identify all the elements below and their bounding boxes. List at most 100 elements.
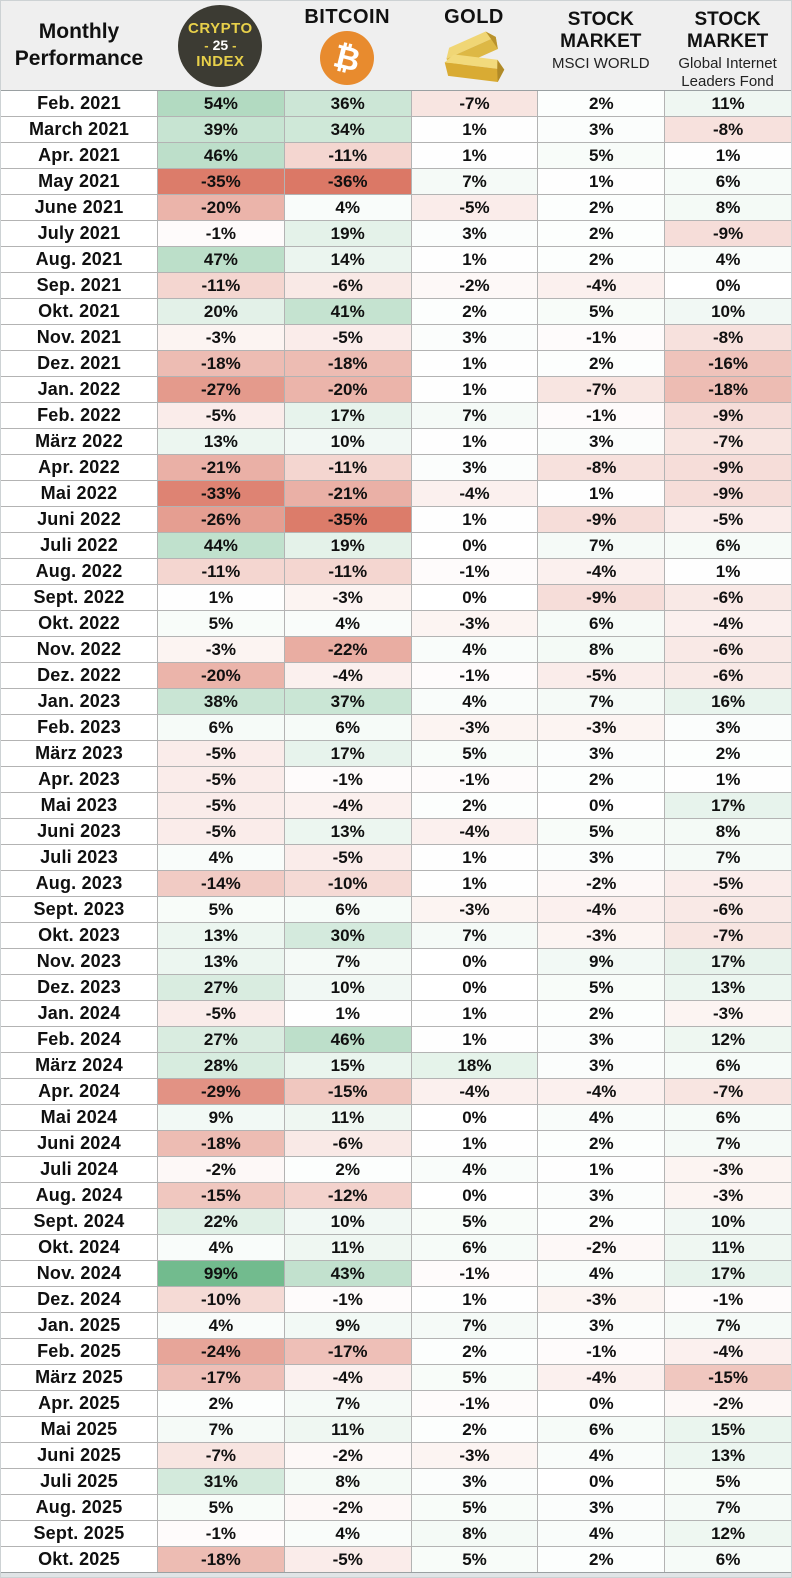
value-cell: 1%	[283, 1001, 411, 1026]
value-cell: 2%	[410, 1339, 538, 1364]
value-cell: -1%	[157, 1521, 284, 1546]
value-cell: 3%	[537, 845, 665, 870]
value-cell: 1%	[410, 871, 538, 896]
value-cell: 5%	[537, 819, 665, 844]
value-cell: 6%	[664, 169, 791, 194]
value-cell: -15%	[283, 1079, 411, 1104]
value-cell: 18%	[410, 1053, 538, 1078]
value-cell: 11%	[283, 1417, 411, 1442]
gold-column-label: GOLD	[444, 6, 504, 28]
month-label: Okt. 2023	[1, 923, 157, 948]
value-cell: 17%	[283, 741, 411, 766]
value-cell: -1%	[410, 1261, 538, 1286]
value-cell: 13%	[664, 975, 791, 1000]
value-cell: 0%	[537, 1391, 665, 1416]
gold-bars-icon	[444, 31, 505, 82]
value-cell: 10%	[283, 429, 411, 454]
month-label: Juli 2022	[1, 533, 157, 558]
month-label: Apr. 2023	[1, 767, 157, 792]
value-cell: -10%	[283, 871, 411, 896]
month-label: Jan. 2025	[1, 1313, 157, 1338]
month-label: Aug. 2024	[1, 1183, 157, 1208]
table-row: Juni 2025 -7% -2% -3% 4% 13%	[1, 1443, 791, 1469]
table-row: März 2024 28% 15% 18% 3% 6%	[1, 1053, 791, 1079]
value-cell: 2%	[537, 1547, 665, 1572]
value-cell: 8%	[664, 819, 791, 844]
header-crypto-25-index: CRYPTO -25- INDEX	[157, 1, 284, 90]
value-cell: 1%	[664, 559, 791, 584]
value-cell: 7%	[410, 169, 538, 194]
table-row: Nov. 2021 -3% -5% 3% -1% -8%	[1, 325, 791, 351]
value-cell: 9%	[157, 1105, 284, 1130]
value-cell: 5%	[410, 1209, 538, 1234]
value-cell: -4%	[537, 1079, 665, 1104]
value-cell: -4%	[410, 481, 538, 506]
value-cell: 13%	[664, 1443, 791, 1468]
value-cell: -1%	[410, 1391, 538, 1416]
value-cell: -3%	[664, 1001, 791, 1026]
month-label: Feb. 2021	[1, 91, 157, 116]
crypto-logo-dash: -	[204, 37, 209, 53]
table-row: Juni 2024 -18% -6% 1% 2% 7%	[1, 1131, 791, 1157]
value-cell: -18%	[283, 351, 411, 376]
value-cell: 7%	[537, 533, 665, 558]
value-cell: -4%	[283, 663, 411, 688]
value-cell: 19%	[283, 533, 411, 558]
value-cell: 47%	[157, 247, 284, 272]
value-cell: -29%	[157, 1079, 284, 1104]
table-row: Aug. 2023 -14% -10% 1% -2% -5%	[1, 871, 791, 897]
value-cell: -4%	[664, 611, 791, 636]
month-label: März 2025	[1, 1365, 157, 1390]
table-row: Jan. 2025 4% 9% 7% 3% 7%	[1, 1313, 791, 1339]
value-cell: -5%	[664, 507, 791, 532]
value-cell: -2%	[410, 273, 538, 298]
value-cell: 0%	[410, 533, 538, 558]
month-label: Aug. 2025	[1, 1495, 157, 1520]
value-cell: -18%	[157, 1547, 284, 1572]
value-cell: 5%	[157, 611, 284, 636]
value-cell: -5%	[157, 1001, 284, 1026]
value-cell: 2%	[537, 1001, 665, 1026]
table-row: Jan. 2022 -27% -20% 1% -7% -18%	[1, 377, 791, 403]
value-cell: 7%	[664, 1131, 791, 1156]
value-cell: -18%	[157, 351, 284, 376]
value-cell: -3%	[283, 585, 411, 610]
month-label: Okt. 2021	[1, 299, 157, 324]
value-cell: 9%	[283, 1313, 411, 1338]
value-cell: 0%	[410, 975, 538, 1000]
value-cell: -17%	[157, 1365, 284, 1390]
value-cell: -7%	[410, 91, 538, 116]
value-cell: 4%	[283, 1521, 411, 1546]
value-cell: 22%	[157, 1209, 284, 1234]
value-cell: -2%	[537, 1235, 665, 1260]
table-row: Apr. 2024 -29% -15% -4% -4% -7%	[1, 1079, 791, 1105]
value-cell: -20%	[157, 663, 284, 688]
value-cell: -8%	[664, 117, 791, 142]
bottom-strip	[1, 1573, 791, 1577]
month-label: Dez. 2021	[1, 351, 157, 376]
value-cell: -18%	[664, 377, 791, 402]
value-cell: -3%	[410, 611, 538, 636]
table-row: März 2025 -17% -4% 5% -4% -15%	[1, 1365, 791, 1391]
value-cell: -3%	[664, 1183, 791, 1208]
value-cell: -3%	[410, 897, 538, 922]
month-label: Juli 2025	[1, 1469, 157, 1494]
value-cell: -4%	[283, 1365, 411, 1390]
value-cell: 30%	[283, 923, 411, 948]
table-row: Apr. 2021 46% -11% 1% 5% 1%	[1, 143, 791, 169]
value-cell: -9%	[664, 455, 791, 480]
value-cell: 3%	[537, 741, 665, 766]
value-cell: 3%	[410, 325, 538, 350]
value-cell: 5%	[157, 897, 284, 922]
table-row: Mai 2023 -5% -4% 2% 0% 17%	[1, 793, 791, 819]
value-cell: 9%	[537, 949, 665, 974]
value-cell: 5%	[157, 1495, 284, 1520]
value-cell: 0%	[537, 1469, 665, 1494]
value-cell: 1%	[410, 247, 538, 272]
value-cell: 0%	[410, 949, 538, 974]
value-cell: 1%	[664, 767, 791, 792]
value-cell: 10%	[664, 299, 791, 324]
value-cell: -9%	[664, 481, 791, 506]
value-cell: -3%	[537, 923, 665, 948]
